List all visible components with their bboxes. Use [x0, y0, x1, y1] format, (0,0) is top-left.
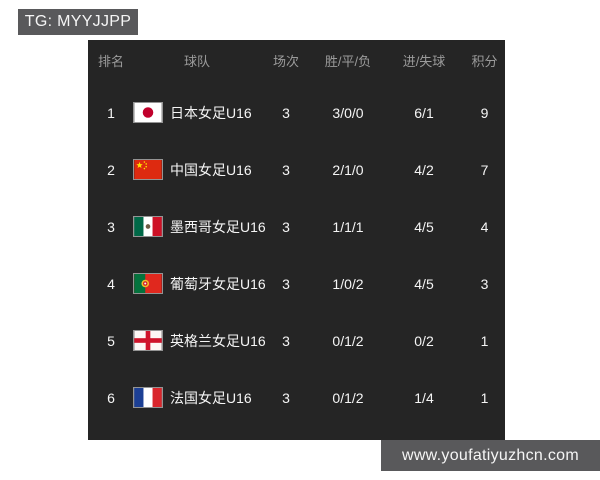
- goals-cell: 6/1: [414, 104, 434, 121]
- header-wdl: 胜/平/负: [324, 53, 372, 69]
- goals-cell: 4/2: [414, 161, 434, 178]
- table-row: 4 葡萄牙女足U16 3 1/0/2 4/5 3: [88, 255, 505, 312]
- goals-cell: 1/4: [414, 389, 434, 406]
- standings-panel: 排名 球队 场次 胜/平/负 进/失球 积分 1 日本女足U16 3 3/0/0…: [88, 40, 505, 440]
- wdl-cell: 3/0/0: [332, 104, 364, 121]
- table-header-row: 排名 球队 场次 胜/平/负 进/失球 积分: [88, 40, 505, 80]
- header-played: 场次: [272, 53, 299, 69]
- team-name: 日本女足U16: [170, 104, 252, 121]
- played-cell: 3: [282, 275, 290, 292]
- rank-cell: 5: [107, 332, 115, 349]
- flag-england-icon: [134, 331, 162, 350]
- points-cell: 3: [480, 275, 489, 292]
- rank-cell: 3: [107, 218, 115, 235]
- tg-watermark-badge: TG: MYYJJPP: [18, 9, 138, 35]
- points-cell: 4: [480, 218, 489, 235]
- rank-cell: 4: [107, 275, 115, 292]
- header-team: 球队: [183, 53, 210, 69]
- played-cell: 3: [282, 161, 290, 178]
- team-name: 中国女足U16: [170, 161, 252, 178]
- team-cell: 日本女足U16: [134, 103, 260, 123]
- wdl-cell: 1/0/2: [332, 275, 364, 292]
- table-row: 6 法国女足U16 3 0/1/2 1/4 1: [88, 369, 505, 426]
- team-name: 英格兰女足U16: [170, 332, 266, 349]
- played-cell: 3: [282, 332, 290, 349]
- wdl-cell: 1/1/1: [332, 218, 364, 235]
- rank-cell: 6: [107, 389, 115, 406]
- played-cell: 3: [282, 389, 290, 406]
- played-cell: 3: [282, 218, 290, 235]
- header-points: 积分: [471, 53, 498, 69]
- site-watermark-text: www.youfatiyuzhcn.com: [401, 446, 580, 464]
- wdl-cell: 0/1/2: [332, 389, 364, 406]
- team-name: 葡萄牙女足U16: [170, 275, 266, 292]
- goals-cell: 4/5: [414, 218, 434, 235]
- team-cell: 中国女足U16: [134, 160, 260, 180]
- team-name: 法国女足U16: [170, 389, 252, 406]
- table-row: 1 日本女足U16 3 3/0/0 6/1 9: [88, 84, 505, 141]
- tg-watermark-text: TG: MYYJJPP: [24, 13, 132, 30]
- points-cell: 9: [480, 104, 489, 121]
- wdl-cell: 0/1/2: [332, 332, 364, 349]
- flag-portugal-icon: [134, 274, 162, 293]
- points-cell: 7: [480, 161, 489, 178]
- header-rank: 排名: [97, 53, 124, 69]
- table-row: 2 中国女足U16 3 2/1/0 4/2 7: [88, 141, 505, 198]
- flag-japan-icon: [134, 103, 162, 122]
- flag-france-icon: [134, 388, 162, 407]
- header-goals: 进/失球: [402, 53, 446, 69]
- goals-cell: 0/2: [414, 332, 434, 349]
- points-cell: 1: [480, 389, 489, 406]
- flag-china-icon: [134, 160, 162, 179]
- team-cell: 葡萄牙女足U16: [134, 274, 266, 294]
- goals-cell: 4/5: [414, 275, 434, 292]
- team-cell: 墨西哥女足U16: [134, 217, 266, 237]
- team-cell: 英格兰女足U16: [134, 331, 266, 351]
- team-name: 墨西哥女足U16: [170, 218, 266, 235]
- table-row: 5 英格兰女足U16 3 0/1/2 0/2 1: [88, 312, 505, 369]
- rank-cell: 1: [107, 104, 115, 121]
- wdl-cell: 2/1/0: [332, 161, 364, 178]
- table-body: 1 日本女足U16 3 3/0/0 6/1 9 2: [88, 84, 505, 426]
- rank-cell: 2: [107, 161, 115, 178]
- table-row: 3 墨西哥女足U16 3 1/1/1 4/5 4: [88, 198, 505, 255]
- points-cell: 1: [480, 332, 489, 349]
- site-watermark-badge: www.youfatiyuzhcn.com: [381, 440, 600, 471]
- team-cell: 法国女足U16: [134, 388, 260, 408]
- played-cell: 3: [282, 104, 290, 121]
- flag-mexico-icon: [134, 217, 162, 236]
